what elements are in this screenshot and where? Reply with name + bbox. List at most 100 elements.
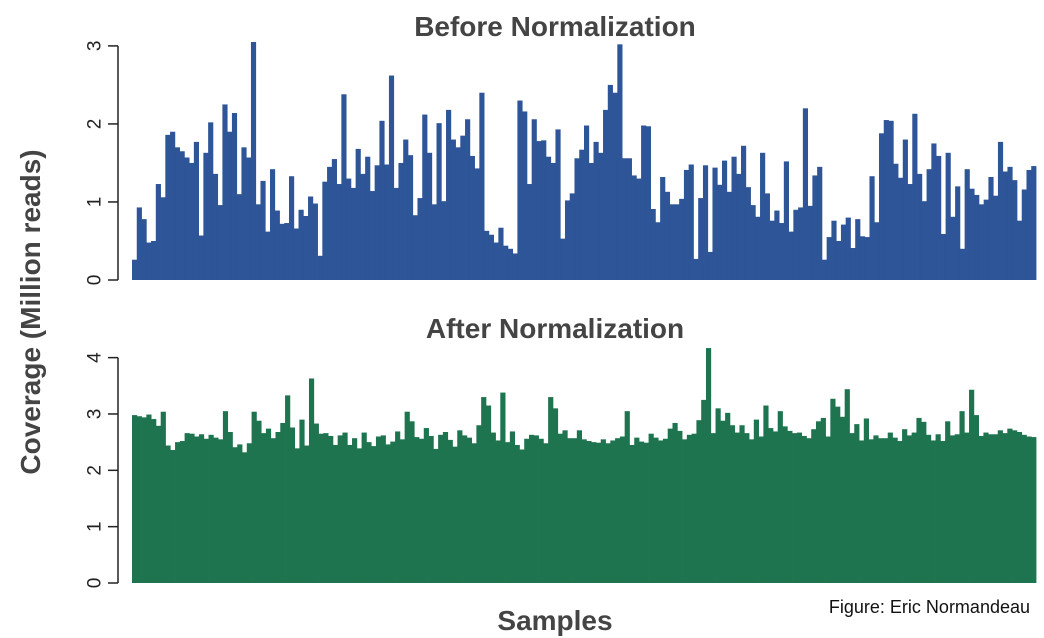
before-bar — [374, 165, 380, 280]
before-bar — [660, 177, 666, 280]
before-bar — [250, 42, 257, 280]
before-bar — [664, 191, 671, 280]
before-bar — [403, 139, 409, 280]
before-bar — [260, 180, 266, 280]
after-bar — [639, 441, 645, 583]
after-bar — [667, 428, 673, 583]
after-bar — [945, 421, 951, 583]
before-bar — [317, 255, 323, 280]
after-bar — [552, 408, 559, 583]
after-bar — [1031, 437, 1037, 583]
after-bar — [466, 437, 472, 583]
after-bar — [457, 430, 463, 583]
after-bar — [586, 441, 592, 583]
after-bar — [404, 411, 410, 583]
after-bar — [280, 422, 286, 583]
after-bar — [304, 445, 310, 583]
before-bar — [312, 203, 318, 280]
before-bar — [969, 188, 975, 280]
after-bar — [136, 416, 142, 583]
before-bar — [174, 147, 180, 280]
before-bar — [955, 186, 961, 280]
before-bar — [246, 157, 252, 280]
before-bar — [693, 258, 699, 280]
after-bar — [342, 432, 348, 583]
after-bar — [892, 437, 898, 583]
after-bar — [203, 438, 209, 583]
before-bar — [241, 147, 247, 280]
after-bar — [1016, 432, 1023, 583]
after-bar — [371, 446, 377, 583]
before-bar — [850, 248, 856, 280]
after-bar — [490, 432, 496, 583]
before-bars — [132, 42, 1037, 281]
before-bar — [550, 162, 556, 280]
before-bar — [774, 210, 780, 280]
before-bar — [645, 126, 652, 280]
before-bar — [993, 195, 999, 280]
before-bar — [450, 139, 456, 280]
after-normalization-title: After Normalization — [426, 313, 684, 344]
after-bar — [806, 438, 812, 583]
before-bar — [365, 156, 371, 280]
after-y-tick-label: 0 — [85, 578, 106, 589]
after-bar — [242, 452, 248, 583]
before-bar — [388, 75, 395, 280]
after-bar — [347, 444, 353, 583]
before-bar — [564, 200, 571, 280]
after-bar — [992, 434, 999, 583]
before-bar — [793, 209, 799, 280]
before-bar — [855, 219, 861, 280]
before-bar — [289, 176, 295, 280]
before-bar — [341, 94, 347, 280]
after-bar — [629, 444, 635, 583]
after-bar — [471, 443, 477, 583]
before-bar — [193, 141, 200, 280]
before-bar — [231, 113, 238, 280]
before-bar — [426, 152, 433, 280]
after-bar — [562, 430, 568, 583]
after-bar — [705, 348, 712, 583]
before-bar — [212, 173, 219, 280]
before-bar — [721, 160, 728, 280]
after-y-tick-label: 4 — [85, 352, 106, 363]
before-bar — [964, 169, 970, 280]
after-bar — [835, 406, 841, 583]
after-bar — [815, 421, 822, 583]
before-bar — [731, 156, 737, 280]
before-bar — [179, 151, 185, 280]
before-bar — [997, 141, 1004, 280]
before-bar — [136, 207, 142, 280]
before-bar — [931, 143, 937, 280]
after-bar — [1012, 430, 1018, 583]
after-bar — [409, 421, 415, 583]
before-bar — [569, 193, 575, 280]
after-bar — [175, 442, 181, 583]
before-bar — [1007, 166, 1013, 280]
after-bar — [548, 397, 554, 583]
after-bar — [820, 417, 826, 583]
after-bar — [524, 438, 530, 583]
after-bar — [720, 420, 726, 583]
after-bar — [715, 408, 721, 583]
after-bar — [438, 434, 444, 583]
after-bar — [285, 395, 291, 583]
after-bar — [519, 449, 525, 583]
after-bar — [973, 415, 979, 583]
before-bar — [536, 141, 542, 280]
before-bar — [279, 223, 285, 280]
before-bar — [974, 194, 980, 280]
before-bar — [593, 141, 599, 280]
before-bar — [422, 114, 428, 280]
before-bar — [189, 162, 195, 280]
after-bar — [983, 432, 989, 583]
after-bar — [395, 431, 401, 583]
before-bar — [750, 205, 756, 280]
after-bars — [132, 348, 1037, 583]
after-bar — [887, 432, 893, 583]
before-bar — [1016, 220, 1023, 280]
after-bar — [533, 435, 539, 583]
after-bar — [610, 440, 616, 583]
after-bar — [246, 443, 252, 583]
before-bar — [346, 178, 352, 280]
